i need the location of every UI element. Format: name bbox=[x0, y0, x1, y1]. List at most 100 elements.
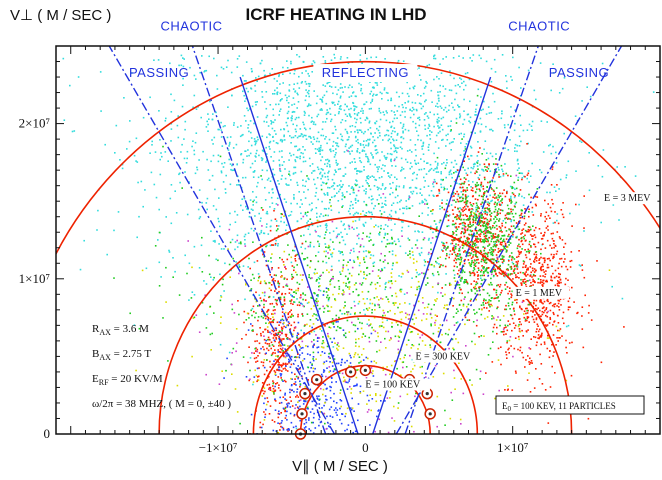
scatter-point bbox=[459, 200, 461, 203]
scatter-point bbox=[462, 270, 464, 272]
scatter-point bbox=[438, 263, 440, 265]
scatter-point bbox=[296, 298, 298, 300]
scatter-point bbox=[271, 302, 274, 305]
scatter-point bbox=[313, 245, 315, 248]
scatter-point bbox=[17, 66, 19, 68]
scatter-point bbox=[371, 154, 373, 156]
scatter-point bbox=[481, 217, 483, 219]
scatter-point bbox=[455, 92, 458, 95]
scatter-point bbox=[466, 174, 469, 176]
scatter-point bbox=[194, 141, 197, 144]
scatter-point bbox=[376, 93, 378, 96]
scatter-point bbox=[378, 177, 381, 179]
scatter-point bbox=[243, 197, 246, 200]
scatter-point bbox=[296, 334, 298, 337]
scatter-point bbox=[494, 269, 497, 272]
scatter-point bbox=[178, 173, 180, 176]
scatter-point bbox=[285, 224, 288, 226]
scatter-point bbox=[290, 210, 293, 213]
scatter-point bbox=[478, 215, 480, 217]
scatter-point bbox=[189, 66, 191, 69]
scatter-point bbox=[545, 314, 547, 317]
scatter-point bbox=[251, 307, 254, 310]
scatter-point bbox=[261, 149, 264, 152]
scatter-point bbox=[471, 248, 474, 250]
scatter-point bbox=[567, 308, 570, 311]
scatter-point bbox=[363, 189, 365, 192]
scatter-point bbox=[245, 333, 247, 336]
scatter-point bbox=[478, 287, 480, 290]
scatter-point bbox=[114, 152, 116, 154]
scatter-point bbox=[291, 371, 293, 374]
scatter-point bbox=[231, 94, 233, 97]
scatter-point bbox=[323, 207, 326, 210]
scatter-point bbox=[292, 303, 294, 305]
scatter-point bbox=[394, 130, 396, 133]
scatter-point bbox=[264, 317, 267, 320]
scatter-point bbox=[170, 122, 173, 125]
scatter-point bbox=[510, 230, 512, 233]
scatter-point bbox=[418, 202, 421, 205]
scatter-point bbox=[307, 188, 309, 191]
scatter-point bbox=[218, 220, 220, 223]
scatter-point bbox=[467, 303, 470, 306]
scatter-point bbox=[560, 304, 562, 306]
scatter-point bbox=[414, 230, 416, 233]
scatter-point bbox=[400, 230, 403, 232]
scatter-point bbox=[396, 151, 398, 154]
scatter-point bbox=[234, 210, 236, 213]
scatter-point bbox=[485, 211, 488, 213]
scatter-point bbox=[461, 227, 464, 230]
scatter-point bbox=[497, 284, 499, 286]
scatter-point bbox=[516, 247, 519, 250]
scatter-point bbox=[253, 199, 255, 202]
scatter-point bbox=[364, 192, 367, 195]
scatter-point bbox=[229, 276, 231, 278]
scatter-point bbox=[330, 86, 333, 88]
scatter-point bbox=[486, 227, 488, 229]
scatter-point bbox=[274, 298, 277, 301]
scatter-point bbox=[518, 172, 521, 174]
scatter-point bbox=[367, 138, 369, 141]
scatter-point bbox=[384, 400, 386, 402]
scatter-point bbox=[417, 94, 419, 96]
scatter-point bbox=[62, 57, 65, 60]
scatter-point bbox=[426, 162, 429, 164]
scatter-point bbox=[442, 178, 444, 181]
scatter-point bbox=[480, 220, 483, 222]
scatter-point bbox=[484, 259, 486, 262]
scatter-point bbox=[294, 171, 297, 174]
scatter-point bbox=[329, 113, 332, 115]
scatter-point bbox=[229, 136, 232, 138]
scatter-point bbox=[369, 302, 371, 305]
scatter-point bbox=[509, 185, 512, 188]
scatter-point bbox=[434, 57, 437, 60]
scatter-point bbox=[310, 222, 313, 224]
scatter-point bbox=[317, 113, 320, 116]
scatter-point bbox=[462, 224, 464, 226]
scatter-point bbox=[333, 326, 335, 328]
scatter-point bbox=[334, 154, 337, 156]
scatter-point bbox=[499, 250, 502, 252]
scatter-point bbox=[423, 113, 426, 115]
scatter-point bbox=[282, 73, 284, 75]
scatter-point bbox=[402, 168, 405, 170]
scatter-point bbox=[480, 195, 483, 198]
scatter-point bbox=[539, 267, 542, 269]
scatter-point bbox=[480, 216, 482, 219]
scatter-point bbox=[309, 411, 312, 413]
scatter-point bbox=[521, 351, 523, 354]
scatter-point bbox=[346, 115, 349, 117]
scatter-point bbox=[503, 234, 506, 237]
scatter-point bbox=[182, 65, 185, 68]
scatter-point bbox=[456, 284, 459, 286]
scatter-point bbox=[486, 255, 489, 257]
scatter-point bbox=[356, 243, 358, 245]
scatter-point bbox=[533, 234, 536, 236]
scatter-point bbox=[482, 271, 485, 273]
scatter-point bbox=[393, 240, 396, 243]
scatter-point bbox=[280, 338, 282, 340]
scatter-point bbox=[445, 56, 447, 58]
scatter-point bbox=[271, 353, 274, 355]
scatter-point bbox=[289, 214, 292, 216]
